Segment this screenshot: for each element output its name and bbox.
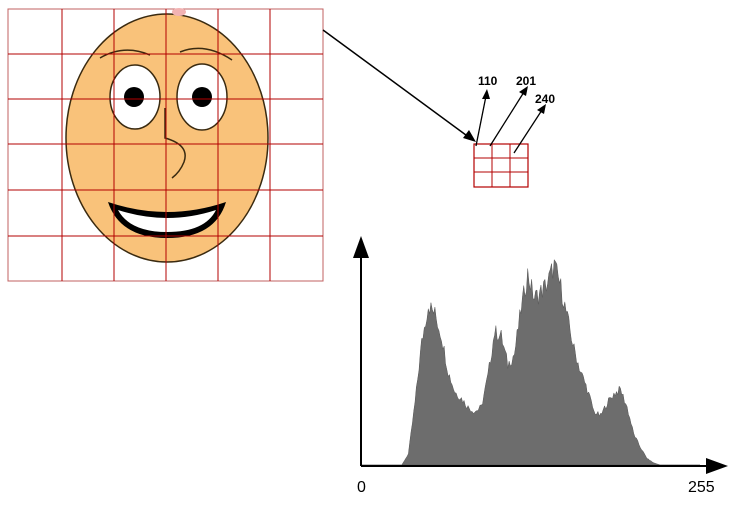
- x-axis-min-label: 0: [357, 479, 366, 496]
- x-axis-arrow: [706, 458, 728, 474]
- right-pupil: [192, 87, 212, 107]
- pixel-value-3: 240: [535, 92, 555, 106]
- zoom-arrow: [322, 29, 476, 142]
- nose: [164, 108, 186, 179]
- value-arrow: [475, 95, 487, 147]
- value-arrow: [489, 91, 525, 147]
- left-eyebrow: [99, 49, 151, 59]
- face-image: [7, 8, 324, 282]
- y-axis-arrow: [353, 236, 369, 258]
- zoom-grid-frame: [473, 143, 529, 188]
- x-axis-max-label: 255: [688, 479, 715, 496]
- pixel-value-2: 201: [516, 74, 536, 88]
- right-eyebrow: [179, 47, 233, 61]
- hair-tuft: [172, 8, 186, 16]
- zoomed-pixels: 110 201 240: [473, 74, 555, 188]
- histogram: 0 255: [353, 236, 728, 496]
- left-pupil: [124, 87, 144, 107]
- pixel-grid: [8, 9, 323, 281]
- histogram-area: [362, 258, 700, 466]
- teeth: [118, 210, 216, 232]
- value-arrow: [513, 109, 543, 154]
- pixel-value-1: 110: [478, 74, 498, 88]
